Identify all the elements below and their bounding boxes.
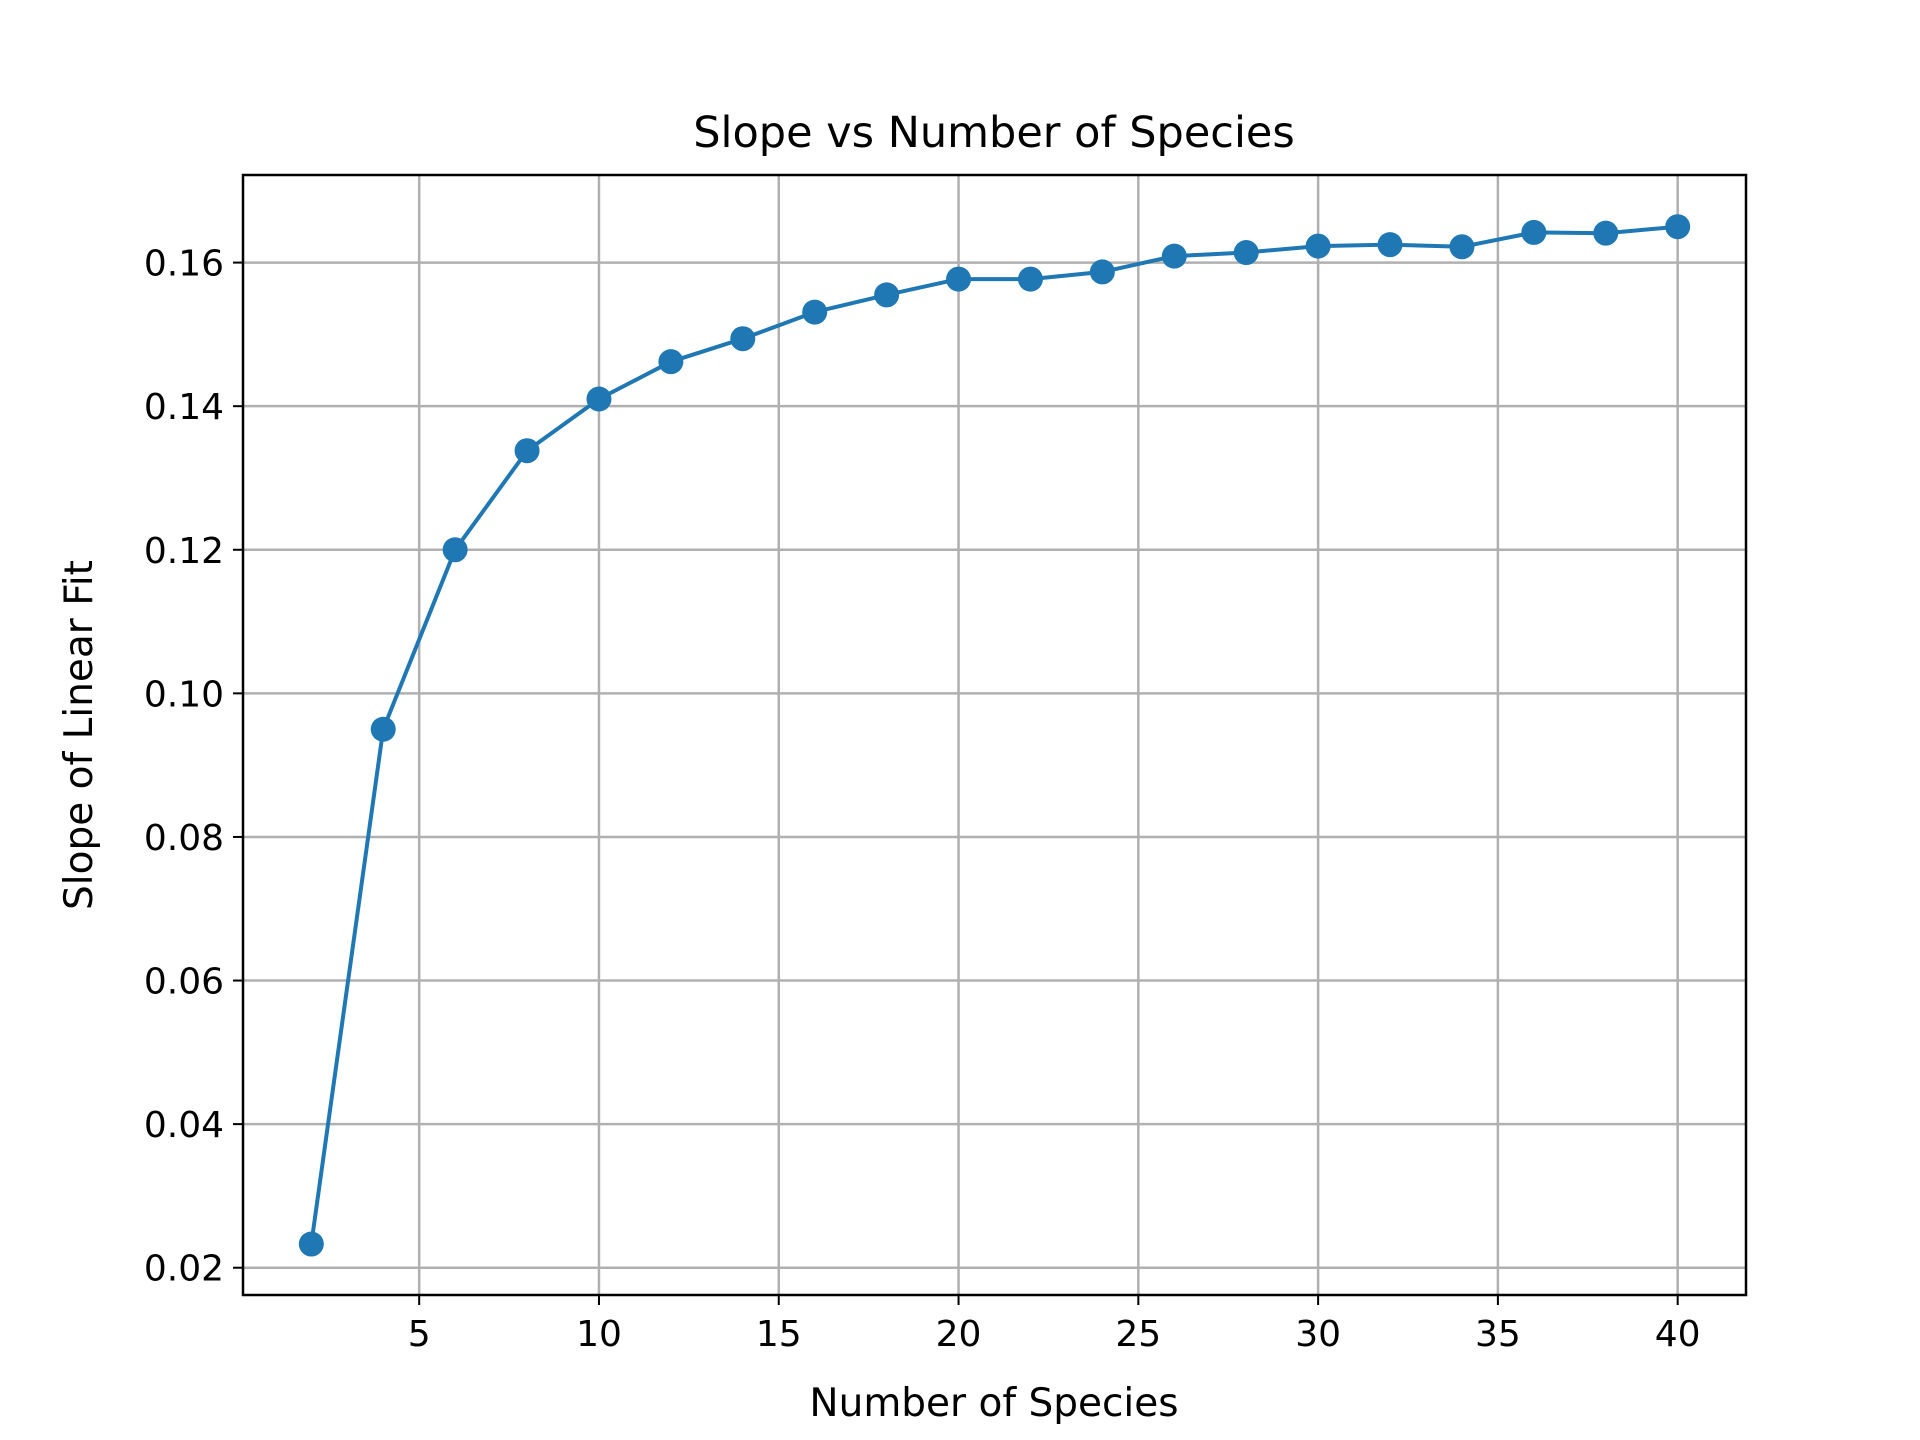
data-point (1305, 233, 1331, 259)
data-point (442, 537, 468, 563)
data-point (514, 438, 540, 464)
y-tick-label: 0.04 (144, 1105, 224, 1146)
data-point (874, 282, 900, 308)
data-point (1449, 234, 1475, 260)
x-tick-label: 5 (408, 1314, 431, 1355)
grid-layer (243, 175, 1746, 1295)
y-tick-label: 0.10 (144, 674, 224, 715)
y-tick-label: 0.02 (144, 1249, 224, 1290)
y-tick-label: 0.08 (144, 818, 224, 859)
data-point (370, 716, 396, 742)
series-layer (298, 214, 1691, 1257)
data-point (1017, 266, 1043, 292)
data-point (1089, 259, 1115, 285)
plot-frame (241, 173, 1748, 1297)
x-tick-label: 15 (756, 1314, 802, 1355)
y-tick-label: 0.06 (144, 962, 224, 1003)
x-tick-label: 30 (1295, 1314, 1341, 1355)
y-tick-label: 0.12 (144, 531, 224, 572)
data-point (1593, 220, 1619, 246)
y-tick-label: 0.14 (144, 387, 224, 428)
x-tick-label: 40 (1655, 1314, 1701, 1355)
x-axis-label: Number of Species (809, 1381, 1178, 1426)
chart-title: Slope vs Number of Species (693, 108, 1295, 158)
x-tick-label: 20 (936, 1314, 982, 1355)
data-point (298, 1231, 324, 1257)
x-tick-label: 10 (576, 1314, 622, 1355)
data-point (1665, 214, 1691, 240)
y-tick-label: 0.16 (144, 244, 224, 285)
series-line (309, 224, 1678, 1245)
data-point (946, 266, 972, 292)
data-point (802, 299, 828, 325)
tick-layer: 5 10 15 20 25 30 35 40 0.02 0.04 0.06 0.08 0.10 0.12 0… (144, 244, 1701, 1355)
data-point (1233, 240, 1259, 266)
y-axis-label: Slope of Linear Fit (57, 560, 102, 910)
data-point (1521, 219, 1547, 245)
data-point (658, 349, 684, 375)
x-tick-label: 25 (1115, 1314, 1161, 1355)
x-tick-label: 35 (1475, 1314, 1521, 1355)
data-point (1377, 232, 1403, 258)
data-point (1161, 243, 1187, 269)
data-point (730, 326, 756, 352)
data-point (586, 386, 612, 412)
